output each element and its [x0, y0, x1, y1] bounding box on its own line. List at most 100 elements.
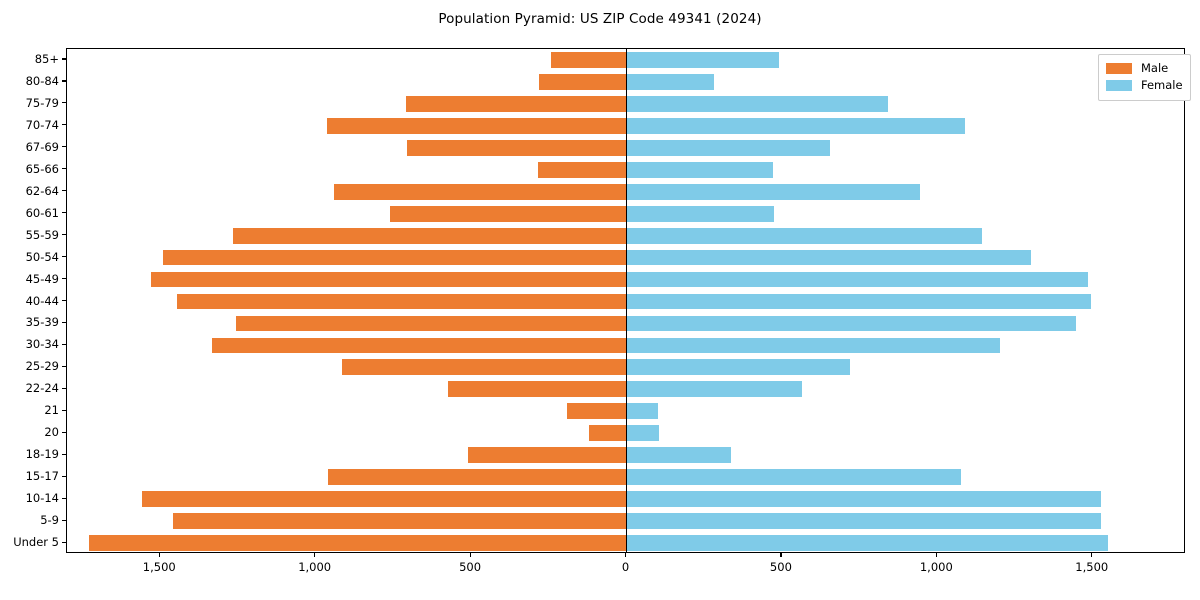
legend-entry-female[interactable]: Female	[1106, 77, 1183, 94]
y-axis-tick	[62, 234, 66, 236]
bar-female-15-17	[626, 469, 961, 486]
bar-male-50-54	[163, 249, 627, 266]
pyramid-row	[67, 227, 1184, 244]
pyramid-row	[67, 425, 1184, 442]
y-axis-tick-label-55-59: 55-59	[25, 227, 59, 242]
y-axis-tick-label-70-74: 70-74	[25, 117, 59, 132]
bar-female-10-14	[626, 491, 1101, 507]
x-axis-tick	[469, 553, 471, 557]
bar-male-15-17	[328, 469, 627, 486]
pyramid-row	[67, 74, 1184, 90]
y-axis-tick-label-75-79: 75-79	[25, 95, 59, 110]
bar-male-25-29	[342, 359, 627, 376]
pyramid-row	[67, 359, 1184, 376]
x-axis-tick-label: 0	[621, 560, 630, 574]
y-axis-tick-label-45-49: 45-49	[25, 271, 59, 286]
pyramid-row	[67, 95, 1184, 112]
legend-label-male: Male	[1141, 60, 1169, 75]
pyramid-row	[67, 52, 1184, 68]
bar-female-under-5	[626, 535, 1108, 551]
pyramid-row	[67, 513, 1184, 529]
x-axis-tick-label: 1,000	[298, 560, 332, 574]
pyramid-row	[67, 271, 1184, 288]
bar-male-30-34	[211, 337, 627, 354]
y-axis-tick	[62, 124, 66, 126]
bar-male-10-14	[141, 491, 627, 507]
pyramid-row	[67, 205, 1184, 222]
y-axis-tick	[62, 212, 66, 214]
y-axis-tick	[62, 497, 66, 499]
bar-female-25-29	[626, 359, 851, 376]
y-axis-tick-label-35-39: 35-39	[25, 315, 59, 330]
y-axis-tick	[62, 321, 66, 324]
pyramid-row	[67, 447, 1184, 464]
x-axis-tick-label: 1,000	[919, 560, 953, 574]
y-axis-tick-label-65-66: 65-66	[25, 161, 59, 176]
x-axis-tick-label: 500	[769, 560, 792, 574]
pyramid-row	[67, 381, 1184, 398]
bar-male-60-61	[390, 205, 627, 222]
y-axis-tick-label-18-19: 18-19	[25, 447, 59, 462]
bar-female-35-39	[626, 315, 1076, 332]
y-axis-tick	[62, 58, 66, 60]
pyramid-row	[67, 117, 1184, 134]
pyramid-row	[67, 315, 1184, 332]
pyramid-row	[67, 337, 1184, 354]
bar-female-80-84	[626, 74, 714, 90]
y-axis-tick	[62, 190, 66, 192]
plot-area	[66, 48, 1185, 553]
y-axis-tick-label-under-5: Under 5	[13, 535, 59, 550]
legend-swatch-male	[1106, 63, 1132, 74]
y-axis-tick	[62, 300, 66, 302]
y-axis-tick-label-10-14: 10-14	[25, 491, 59, 506]
bar-female-70-74	[626, 117, 966, 134]
x-axis-tick	[625, 553, 627, 557]
bar-female-55-59	[626, 227, 983, 244]
bar-male-65-66	[537, 161, 627, 178]
y-axis-tick	[62, 102, 66, 104]
y-axis-tick	[62, 168, 66, 170]
y-axis-tick	[62, 365, 66, 367]
x-axis-tick-label: 1,500	[142, 560, 176, 574]
x-axis-tick	[780, 553, 782, 557]
pyramid-row	[67, 293, 1184, 310]
x-axis-tick-label: 500	[459, 560, 482, 574]
y-axis-tick-label-30-34: 30-34	[25, 337, 59, 352]
y-axis-tick	[62, 343, 66, 345]
y-axis-tick-label-15-17: 15-17	[25, 469, 59, 484]
y-axis-tick-label-25-29: 25-29	[25, 359, 59, 374]
bar-female-20	[626, 425, 660, 442]
pyramid-row	[67, 139, 1184, 156]
legend-entry-male[interactable]: Male	[1106, 60, 1183, 77]
bar-female-62-64	[626, 183, 921, 200]
bar-male-80-84	[539, 74, 627, 90]
x-axis-tick	[1091, 553, 1093, 557]
x-axis-tick	[935, 553, 937, 557]
x-axis-tick	[158, 553, 160, 557]
bar-female-45-49	[626, 271, 1089, 288]
y-axis-tick	[62, 453, 66, 455]
y-axis-tick-label-62-64: 62-64	[25, 183, 59, 198]
y-axis-tick-label-21: 21	[44, 403, 59, 418]
pyramid-row	[67, 403, 1184, 420]
chart-legend: Male Female	[1098, 54, 1191, 101]
bar-female-50-54	[626, 249, 1031, 266]
y-axis-tick	[62, 146, 66, 148]
y-axis-tick-label-5-9: 5-9	[40, 513, 59, 528]
y-axis-tick-label-60-61: 60-61	[25, 205, 59, 220]
legend-label-female: Female	[1141, 77, 1183, 92]
bar-female-67-69	[626, 139, 831, 156]
x-axis-tick	[314, 553, 316, 557]
bar-male-75-79	[405, 95, 627, 112]
bar-male-40-44	[177, 293, 627, 310]
bar-male-20	[589, 425, 627, 442]
bar-female-65-66	[626, 161, 773, 178]
bar-male-18-19	[467, 447, 627, 464]
bar-male-67-69	[407, 139, 627, 156]
bar-male-under-5	[88, 535, 627, 551]
y-axis-tick-label-67-69: 67-69	[25, 139, 59, 154]
pyramid-row	[67, 491, 1184, 507]
y-axis-tick	[62, 475, 66, 477]
legend-swatch-female	[1106, 80, 1132, 91]
